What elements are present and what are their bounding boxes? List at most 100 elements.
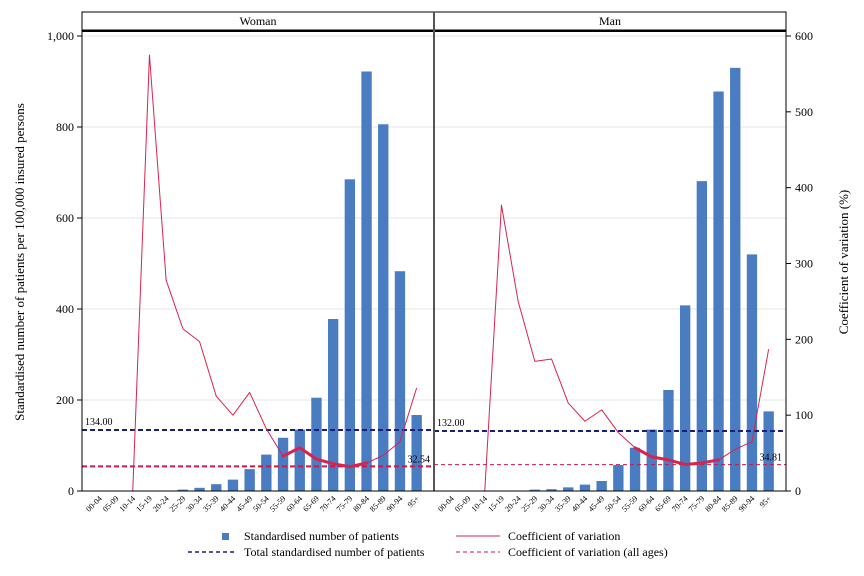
bar: [613, 465, 624, 491]
bar: [629, 447, 641, 491]
bar: [529, 489, 541, 491]
x-tick-label: 85-89: [720, 494, 740, 514]
y-tick-label: 1,000: [47, 29, 74, 43]
bar: [211, 484, 222, 491]
bar: [713, 91, 724, 491]
cv-highlight-line: [633, 446, 721, 466]
y-tick-label: 800: [56, 120, 74, 134]
x-tick-label: 85-89: [368, 494, 388, 514]
x-tick-label: 25-29: [168, 494, 188, 514]
x-tick-label: 90-94: [737, 494, 757, 514]
bar: [663, 389, 674, 491]
bar: [394, 271, 406, 491]
x-tick-label: 60-64: [637, 494, 657, 514]
x-tick-label: 90-94: [385, 494, 405, 514]
bar: [579, 484, 591, 491]
bar: [261, 454, 272, 491]
x-tick-label: 50-54: [603, 494, 623, 514]
y2-tick-label: 0: [795, 484, 801, 498]
panel-title: Woman: [239, 14, 276, 28]
x-tick-label: 25-29: [520, 494, 540, 514]
bar: [378, 124, 389, 492]
x-tick-label: 45-49: [586, 494, 606, 514]
y2-tick-label: 100: [795, 408, 813, 422]
x-tick-label: 75-79: [335, 494, 355, 514]
x-tick-label: 30-34: [536, 494, 556, 514]
x-tick-label: 10-14: [118, 494, 138, 514]
x-tick-label: 65-69: [653, 494, 673, 514]
bar: [679, 305, 691, 491]
bar: [411, 415, 422, 491]
y-tick-label: 0: [68, 484, 74, 498]
bar: [344, 179, 356, 491]
y-tick-label: 600: [56, 211, 74, 225]
total-label: 134.00: [85, 417, 113, 428]
x-tick-label: 75-79: [687, 494, 707, 514]
y2-tick-label: 400: [795, 181, 813, 195]
x-tick-label: 40-44: [218, 494, 238, 514]
bar: [327, 319, 339, 491]
x-tick-label: 45-49: [234, 494, 254, 514]
x-tick-label: 40-44: [570, 494, 590, 514]
x-tick-label: 55-59: [268, 494, 288, 514]
x-tick-label: 60-64: [285, 494, 305, 514]
panel-title: Man: [599, 14, 621, 28]
legend-label-cv: Coefficient of variation: [508, 529, 620, 543]
x-tick-label: 15-19: [134, 494, 154, 514]
x-tick-label: 65-69: [301, 494, 321, 514]
cv-line: [484, 204, 770, 492]
x-tick-label: 10-14: [470, 494, 490, 514]
cv-line: [132, 54, 418, 492]
x-tick-label: 35-39: [201, 494, 221, 514]
cv-all-label: 32.54: [408, 454, 431, 465]
y2-tick-label: 600: [795, 29, 813, 43]
bar: [194, 487, 205, 491]
x-tick-label: 30-34: [184, 494, 204, 514]
text-layer: 0 200 400 600 800 1,000 0 100 200 300 400 500 600 Sta…: [12, 14, 851, 514]
legend-label-cv-all: Coefficient of variation (all ages): [508, 545, 668, 559]
y-axis-title: Standardised number of patients per 100,…: [12, 103, 27, 421]
bar: [563, 487, 574, 491]
bar: [294, 429, 305, 491]
y2-tick-label: 300: [795, 257, 813, 271]
y2-tick-label: 500: [795, 105, 813, 119]
x-tick-label: 05-09: [101, 494, 121, 514]
bar: [546, 489, 557, 491]
x-tick-label: 80-84: [351, 494, 371, 514]
x-tick-label: 15-19: [486, 494, 506, 514]
y2-tick-label: 200: [795, 332, 813, 346]
x-tick-label: 35-39: [553, 494, 573, 514]
y2-axis-title: Coefficient of variation (%): [836, 190, 851, 335]
x-tick-label: 95+: [758, 494, 774, 510]
total-label: 132.00: [437, 418, 465, 429]
legend: Standardised number of patients Coefficie…: [188, 529, 668, 559]
x-tick-label: 20-24: [151, 494, 171, 514]
x-tick-label: 00-04: [84, 494, 104, 514]
bar: [746, 254, 758, 491]
x-tick-label: 50-54: [251, 494, 271, 514]
bar: [177, 489, 189, 491]
bar: [277, 437, 289, 491]
cv-highlight-line: [281, 446, 369, 469]
legend-label-patients: Standardised number of patients: [244, 529, 399, 543]
x-tick-label: 95+: [406, 494, 422, 510]
bars-layer: [160, 67, 774, 492]
x-tick-label: 70-74: [670, 494, 690, 514]
x-tick-label: 05-09: [453, 494, 473, 514]
x-tick-label: 55-59: [620, 494, 640, 514]
x-tick-label: 70-74: [318, 494, 338, 514]
x-tick-label: 80-84: [703, 494, 723, 514]
x-tick-label: 00-04: [436, 494, 456, 514]
bar: [730, 67, 741, 491]
bar: [646, 429, 657, 491]
lines-layer: [82, 54, 786, 492]
bar: [596, 480, 607, 491]
legend-label-total: Total standardised number of patients: [244, 545, 425, 559]
legend-swatch-bar: [222, 533, 229, 540]
bar: [227, 479, 239, 491]
bar: [361, 71, 372, 492]
bar: [244, 469, 255, 491]
y-tick-label: 200: [56, 393, 74, 407]
cv-all-label: 34.81: [760, 453, 783, 464]
